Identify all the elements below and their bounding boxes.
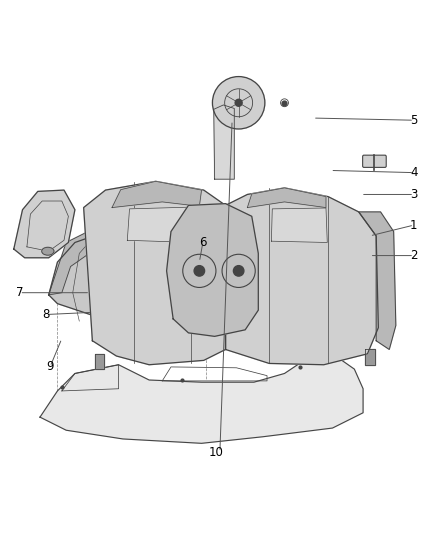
Text: 9: 9: [46, 360, 54, 374]
Text: 3: 3: [410, 188, 418, 201]
Circle shape: [235, 99, 242, 106]
Text: 10: 10: [208, 446, 223, 458]
Polygon shape: [95, 354, 104, 369]
Text: 6: 6: [199, 236, 207, 249]
Polygon shape: [247, 188, 326, 207]
Text: 5: 5: [410, 114, 418, 127]
Polygon shape: [40, 354, 363, 443]
Ellipse shape: [42, 247, 54, 255]
Polygon shape: [359, 212, 396, 350]
Polygon shape: [14, 190, 75, 258]
Circle shape: [233, 265, 244, 276]
Circle shape: [194, 265, 205, 276]
Polygon shape: [226, 188, 378, 365]
Text: 4: 4: [410, 166, 418, 179]
Polygon shape: [315, 231, 372, 295]
Circle shape: [212, 77, 265, 129]
Polygon shape: [365, 350, 375, 365]
Polygon shape: [127, 207, 193, 243]
Text: 1: 1: [410, 219, 418, 231]
Polygon shape: [112, 181, 201, 207]
Polygon shape: [49, 221, 372, 323]
Text: 7: 7: [16, 286, 24, 299]
Polygon shape: [84, 181, 226, 365]
Text: 2: 2: [410, 249, 418, 262]
FancyBboxPatch shape: [363, 155, 386, 167]
Text: 8: 8: [42, 308, 49, 321]
Polygon shape: [49, 227, 119, 295]
Polygon shape: [272, 208, 327, 243]
Polygon shape: [214, 105, 234, 179]
Polygon shape: [166, 204, 258, 336]
